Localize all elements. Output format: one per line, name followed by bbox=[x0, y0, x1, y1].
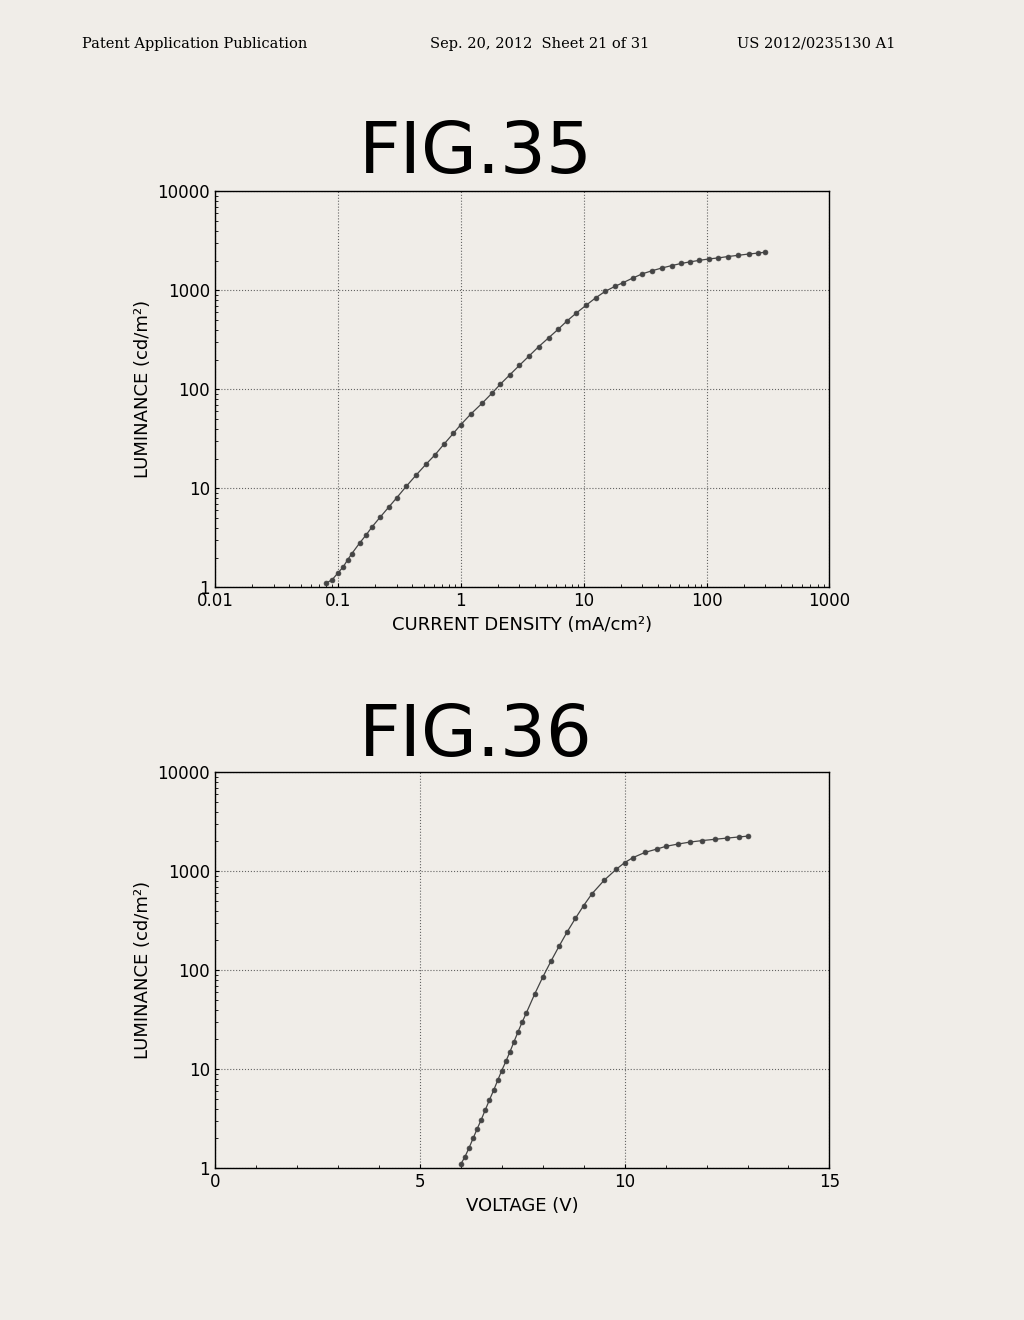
X-axis label: VOLTAGE (V): VOLTAGE (V) bbox=[466, 1197, 579, 1214]
Y-axis label: LUMINANCE (cd/m²): LUMINANCE (cd/m²) bbox=[134, 882, 152, 1059]
Text: US 2012/0235130 A1: US 2012/0235130 A1 bbox=[737, 37, 896, 51]
Text: Sep. 20, 2012  Sheet 21 of 31: Sep. 20, 2012 Sheet 21 of 31 bbox=[430, 37, 649, 51]
Text: Patent Application Publication: Patent Application Publication bbox=[82, 37, 307, 51]
Y-axis label: LUMINANCE (cd/m²): LUMINANCE (cd/m²) bbox=[134, 301, 152, 478]
Text: FIG.36: FIG.36 bbox=[358, 702, 592, 771]
Text: .: . bbox=[639, 1319, 645, 1320]
X-axis label: CURRENT DENSITY (mA/cm²): CURRENT DENSITY (mA/cm²) bbox=[392, 616, 652, 634]
Text: FIG.35: FIG.35 bbox=[358, 119, 593, 187]
